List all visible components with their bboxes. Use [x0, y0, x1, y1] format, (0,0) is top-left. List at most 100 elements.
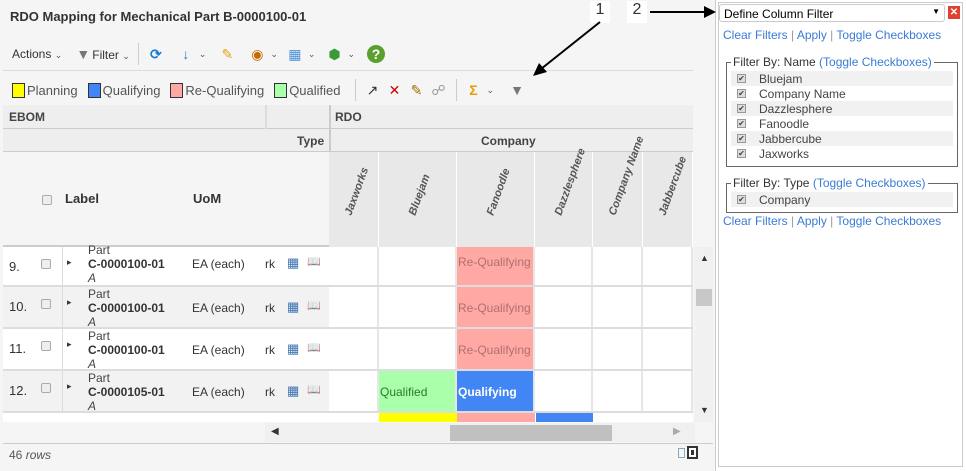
chevron-down-icon[interactable]: ⌄ — [198, 48, 207, 59]
table-select-icon[interactable]: ▦ — [288, 46, 302, 62]
connect-icon[interactable]: ↗ — [366, 82, 379, 98]
maximize-icon[interactable] — [687, 446, 698, 459]
table-row[interactable]: 9. ▸ Part C-0000100-01 A EA (each) rk ▦ 📖 R… — [3, 243, 693, 287]
rdo-state-cell[interactable] — [329, 247, 379, 285]
rdo-column-header[interactable]: Jabbercube — [643, 152, 693, 247]
scroll-left-icon[interactable]: ◀ — [271, 426, 279, 437]
horizontal-scrollbar[interactable]: ◀ ▶ — [265, 423, 695, 442]
rdo-state-cell[interactable] — [643, 371, 693, 411]
rdo-state-cell[interactable]: Qualifying — [457, 371, 535, 411]
binoculars-icon[interactable]: ◉ — [251, 46, 264, 62]
checkbox-checked[interactable]: ✔ — [737, 134, 746, 143]
table-row[interactable]: 10. ▸ Part C-0000100-01 A EA (each) rk ▦ 📖… — [3, 287, 693, 329]
structure-icon[interactable]: ▦ — [287, 341, 300, 356]
rdo-state-cell[interactable] — [593, 329, 643, 369]
checkbox-checked[interactable]: ✔ — [737, 149, 746, 158]
rdo-column-header[interactable]: Company Name — [593, 135, 646, 247]
disconnect-icon[interactable]: ✕ — [388, 82, 401, 98]
column-filter-icon[interactable]: ▼ — [510, 82, 524, 98]
rdo-state-cell[interactable]: Qualified — [379, 371, 457, 411]
table-row[interactable]: 11. ▸ Part C-0000100-01 A EA (each) rk ▦ 📖… — [3, 329, 693, 371]
clear-filters-link[interactable]: Clear Filters — [723, 28, 788, 42]
rdo-state-cell[interactable] — [535, 329, 593, 369]
filter-menu[interactable]: ▼ Filter ⌄ — [74, 45, 130, 63]
uom-column-header[interactable]: UoM — [193, 191, 222, 206]
scroll-thumb[interactable] — [450, 425, 612, 441]
sort-icon[interactable]: ↓ — [182, 46, 190, 62]
restore-icon[interactable] — [678, 448, 685, 458]
checkbox-checked[interactable]: ✔ — [737, 104, 746, 113]
actions-menu[interactable]: Actions ⌄ — [12, 47, 62, 61]
clear-filters-link[interactable]: Clear Filters — [723, 214, 788, 228]
expand-icon[interactable]: ▸ — [67, 297, 72, 307]
rdo-state-cell[interactable] — [643, 247, 693, 285]
checkbox-checked[interactable]: ✔ — [737, 195, 746, 204]
rdo-column-header[interactable]: Dazzlesphere — [535, 147, 593, 247]
toggle-checkboxes-link[interactable]: Toggle Checkboxes — [836, 214, 942, 228]
rdo-state-cell[interactable] — [643, 329, 693, 369]
scroll-down-icon[interactable]: ▼ — [700, 405, 709, 415]
sigma-icon[interactable]: Σ — [469, 82, 478, 98]
filter-item[interactable]: ✔ Jabbercube — [731, 131, 953, 146]
row-checkbox[interactable] — [41, 383, 51, 393]
scroll-thumb[interactable] — [696, 289, 712, 306]
book-icon[interactable]: 📖 — [307, 256, 321, 268]
row-checkbox[interactable] — [41, 341, 51, 351]
expand-icon[interactable]: ▸ — [67, 381, 72, 391]
checkbox-checked[interactable]: ✔ — [737, 89, 746, 98]
rdo-state-cell[interactable] — [329, 329, 379, 369]
book-icon[interactable]: 📖 — [307, 342, 321, 354]
part-label[interactable]: Part C-0000100-01 A — [88, 243, 165, 285]
scroll-right-icon[interactable]: ▶ — [673, 426, 681, 437]
rdo-state-cell[interactable] — [593, 371, 643, 411]
filter-item[interactable]: ✔ Bluejam — [731, 71, 953, 86]
rdo-column-header[interactable]: Fanoodle — [457, 152, 535, 247]
edit-state-icon[interactable]: ✎ — [410, 82, 423, 98]
part-label[interactable]: Part C-0000100-01 A — [88, 329, 165, 371]
filter-item[interactable]: ✔ Jaxworks — [731, 146, 953, 161]
checkbox-checked[interactable]: ✔ — [737, 119, 746, 128]
apply-link[interactable]: Apply — [796, 214, 827, 228]
vertical-scrollbar[interactable]: ▲ ▼ — [695, 247, 713, 422]
rdo-state-cell[interactable] — [535, 287, 593, 327]
filter-type-select[interactable]: Define Column Filter ▼ — [719, 4, 945, 22]
filter-item[interactable]: ✔ Dazzlesphere — [731, 101, 953, 116]
rdo-state-cell[interactable]: Re-Qualifying — [457, 329, 535, 369]
structure-icon[interactable]: ▦ — [287, 299, 300, 314]
chevron-down-icon[interactable]: ⌄ — [270, 48, 278, 59]
book-icon[interactable]: 📖 — [307, 384, 321, 396]
expand-icon[interactable]: ▸ — [67, 339, 72, 349]
part-label[interactable]: Part C-0000105-01 A — [88, 371, 165, 413]
rdo-state-cell[interactable] — [593, 247, 643, 285]
rdo-column-header[interactable]: Bluejam — [379, 152, 457, 247]
toggle-name-checkboxes-link[interactable]: (Toggle Checkboxes) — [819, 55, 932, 69]
chevron-down-icon[interactable]: ⌄ — [307, 48, 316, 59]
label-column-header[interactable]: Label — [65, 191, 99, 206]
book-icon[interactable]: 📖 — [307, 300, 321, 312]
rdo-state-cell[interactable] — [379, 247, 457, 285]
filter-item[interactable]: ✔ Company — [731, 192, 953, 207]
refresh-icon[interactable]: ⟳ — [149, 46, 162, 62]
rdo-state-cell[interactable] — [379, 329, 457, 369]
row-checkbox[interactable] — [41, 299, 51, 309]
structure-icon[interactable]: ▦ — [287, 255, 300, 270]
edit-icon[interactable]: ✎ — [221, 46, 234, 62]
rdo-state-cell[interactable] — [593, 287, 643, 327]
filter-item[interactable]: ✔ Fanoodle — [731, 116, 953, 131]
rdo-state-cell[interactable] — [535, 247, 593, 285]
rdo-state-cell[interactable] — [643, 287, 693, 327]
checkbox-checked[interactable]: ✔ — [737, 74, 746, 83]
apply-link[interactable]: Apply — [796, 28, 827, 42]
filter-item[interactable]: ✔ Company Name — [731, 86, 953, 101]
rdo-state-cell[interactable] — [329, 287, 379, 327]
table-row[interactable]: 12. ▸ Part C-0000105-01 A EA (each) rk ▦ 📖… — [3, 371, 693, 413]
rdo-state-cell[interactable]: Re-Qualifying — [457, 247, 535, 285]
rdo-state-cell[interactable] — [379, 287, 457, 327]
help-icon[interactable]: ? — [367, 45, 385, 63]
close-icon[interactable]: ✕ — [948, 6, 960, 19]
row-checkbox[interactable] — [41, 259, 51, 269]
rdo-state-cell[interactable] — [329, 371, 379, 411]
chevron-down-icon[interactable]: ⌄ — [347, 48, 355, 59]
rdo-state-cell[interactable] — [535, 371, 593, 411]
toggle-type-checkboxes-link[interactable]: (Toggle Checkboxes) — [812, 176, 926, 190]
